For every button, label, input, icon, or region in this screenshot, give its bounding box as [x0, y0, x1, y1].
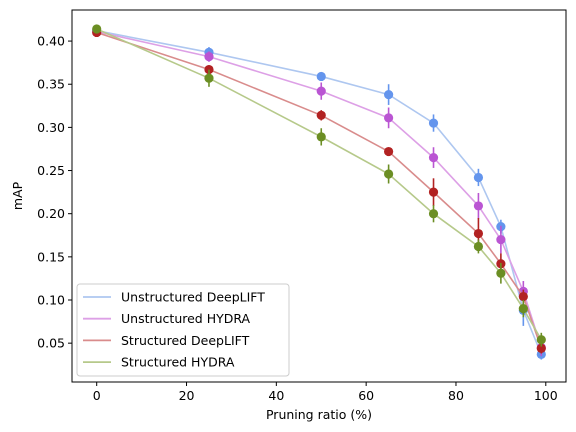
data-point: [316, 110, 326, 120]
y-tick-label: 0.40: [37, 34, 65, 49]
data-point: [428, 187, 439, 197]
data-point: [473, 201, 484, 211]
data-point: [536, 335, 546, 345]
data-point: [473, 241, 484, 252]
data-point: [384, 146, 394, 157]
data-point: [536, 343, 546, 353]
data-point: [92, 24, 102, 34]
data-point: [316, 71, 326, 82]
data-point: [316, 86, 326, 96]
data-point: [518, 304, 528, 314]
data-point: [473, 172, 484, 183]
legend-entry: Structured DeepLIFT: [121, 333, 250, 348]
legend-entry: Unstructured DeepLIFT: [121, 290, 265, 305]
y-tick-label: 0.05: [37, 336, 65, 351]
y-axis-label: mAP: [10, 181, 25, 210]
data-point: [428, 209, 439, 219]
data-point: [496, 234, 506, 245]
x-tick-label: 0: [93, 388, 101, 403]
y-tick-label: 0.35: [37, 77, 65, 92]
legend-box: [76, 283, 290, 377]
data-point: [428, 152, 439, 163]
data-point: [384, 169, 394, 179]
x-tick-label: 80: [448, 388, 464, 403]
x-tick-label: 100: [534, 388, 558, 403]
legend: Unstructured DeepLIFT Unstructured HYDRA S…: [76, 283, 290, 377]
legend-entry: Unstructured HYDRA: [121, 311, 251, 326]
axes-frame: [71, 9, 567, 383]
plot-area: [92, 24, 546, 360]
data-point: [428, 118, 439, 128]
y-tick-label: 0.30: [37, 120, 65, 135]
x-axis-label: Pruning ratio (%): [266, 407, 372, 422]
data-point: [384, 113, 394, 123]
series-3: [92, 24, 546, 347]
legend-entry: Structured HYDRA: [121, 355, 235, 370]
data-point: [316, 132, 326, 142]
x-tick-label: 60: [358, 388, 374, 403]
data-point: [384, 89, 394, 100]
data-point: [473, 228, 484, 239]
y-tick-label: 0.25: [37, 163, 65, 178]
x-tick-label: 40: [268, 388, 284, 403]
axis-ticks: 0 20 40 60 80 100 0.05 0.10 0.15 0.20 0.25 0.30 0.35…: [37, 34, 558, 403]
data-point: [496, 268, 506, 278]
data-point: [518, 291, 528, 302]
y-tick-label: 0.15: [37, 249, 65, 264]
data-point: [204, 73, 214, 83]
y-tick-label: 0.20: [37, 206, 65, 221]
x-tick-label: 20: [179, 388, 195, 403]
y-tick-label: 0.10: [37, 293, 65, 308]
data-point: [204, 52, 214, 62]
